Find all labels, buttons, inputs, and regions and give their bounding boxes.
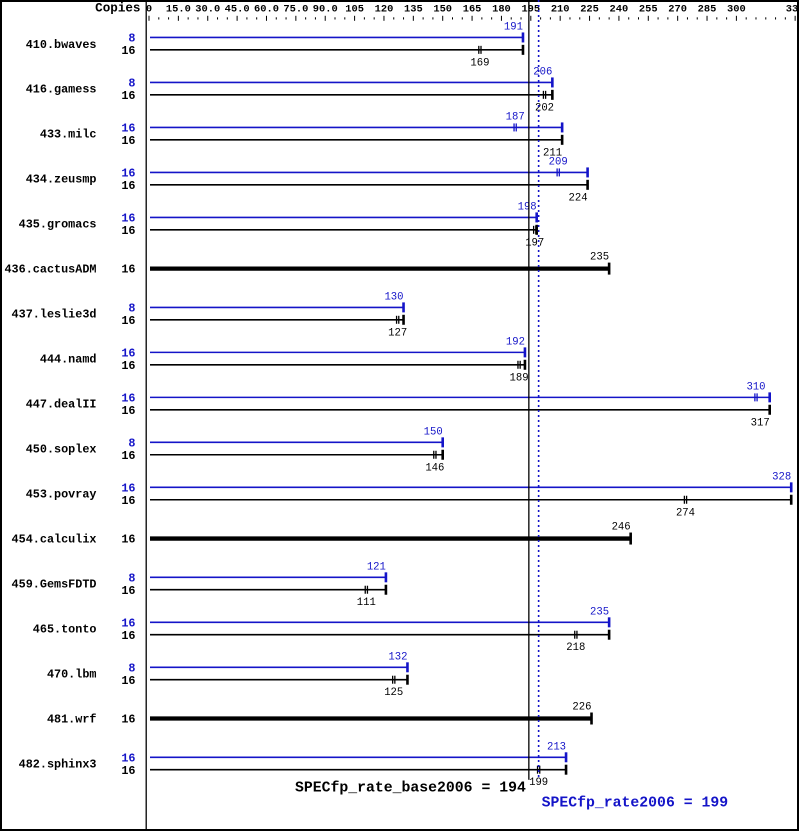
svg-text:447.dealII: 447.dealII [26, 398, 97, 412]
svg-text:189: 189 [510, 372, 529, 384]
svg-text:270: 270 [668, 3, 687, 15]
svg-text:206: 206 [533, 66, 552, 78]
svg-text:453.povray: 453.povray [26, 488, 97, 502]
svg-text:132: 132 [388, 651, 407, 663]
svg-text:225: 225 [580, 3, 599, 15]
svg-text:459.GemsFDTD: 459.GemsFDTD [12, 578, 97, 592]
svg-text:191: 191 [504, 21, 523, 33]
svg-text:16: 16 [121, 533, 135, 547]
svg-text:310: 310 [746, 381, 765, 393]
svg-text:120: 120 [375, 3, 394, 15]
svg-text:16: 16 [121, 44, 135, 58]
svg-text:165: 165 [463, 3, 482, 15]
svg-text:450.soplex: 450.soplex [26, 443, 97, 457]
svg-text:437.leslie3d: 437.leslie3d [12, 308, 97, 322]
svg-text:15.0: 15.0 [166, 3, 191, 15]
svg-text:111: 111 [357, 597, 376, 609]
svg-text:16: 16 [121, 584, 135, 598]
svg-text:16: 16 [121, 263, 135, 277]
svg-text:125: 125 [384, 687, 403, 699]
svg-text:127: 127 [388, 327, 407, 339]
svg-text:105: 105 [345, 3, 364, 15]
svg-text:317: 317 [751, 417, 770, 429]
svg-text:121: 121 [367, 561, 386, 573]
svg-text:482.sphinx3: 482.sphinx3 [19, 758, 97, 772]
svg-text:16: 16 [121, 89, 135, 103]
svg-text:330: 330 [786, 3, 799, 15]
svg-text:224: 224 [569, 192, 588, 204]
svg-text:146: 146 [425, 462, 444, 474]
svg-text:169: 169 [470, 57, 489, 69]
svg-text:187: 187 [506, 111, 525, 123]
svg-text:454.calculix: 454.calculix [12, 533, 97, 547]
svg-text:235: 235 [590, 606, 609, 618]
svg-text:226: 226 [572, 702, 591, 714]
svg-text:481.wrf: 481.wrf [47, 713, 97, 727]
svg-text:75.0: 75.0 [283, 3, 308, 15]
svg-text:135: 135 [404, 3, 423, 15]
svg-text:328: 328 [772, 471, 791, 483]
svg-text:285: 285 [698, 3, 717, 15]
svg-text:90.0: 90.0 [313, 3, 338, 15]
svg-text:246: 246 [612, 522, 631, 534]
svg-text:434.zeusmp: 434.zeusmp [26, 173, 97, 187]
svg-text:235: 235 [590, 252, 609, 264]
svg-text:470.lbm: 470.lbm [47, 668, 97, 682]
svg-text:240: 240 [610, 3, 629, 15]
svg-text:16: 16 [121, 674, 135, 688]
svg-text:198: 198 [518, 201, 537, 213]
svg-text:197: 197 [525, 237, 544, 249]
svg-text:16: 16 [121, 224, 135, 238]
svg-text:213: 213 [547, 741, 566, 753]
svg-text:16: 16 [121, 314, 135, 328]
svg-text:60.0: 60.0 [254, 3, 279, 15]
svg-text:16: 16 [121, 494, 135, 508]
svg-text:16: 16 [121, 404, 135, 418]
svg-text:210: 210 [551, 3, 570, 15]
svg-text:300: 300 [727, 3, 746, 15]
svg-text:410.bwaves: 410.bwaves [26, 38, 97, 52]
svg-text:436.cactusADM: 436.cactusADM [4, 263, 96, 277]
svg-text:16: 16 [121, 764, 135, 778]
svg-text:Copies: Copies [95, 1, 140, 15]
svg-text:435.gromacs: 435.gromacs [19, 218, 97, 232]
svg-text:16: 16 [121, 629, 135, 643]
svg-text:180: 180 [492, 3, 511, 15]
svg-text:199: 199 [529, 777, 548, 789]
svg-text:274: 274 [676, 507, 695, 519]
svg-text:209: 209 [549, 156, 568, 168]
svg-text:16: 16 [121, 449, 135, 463]
svg-text:16: 16 [121, 134, 135, 148]
svg-text:150: 150 [424, 426, 443, 438]
svg-text:130: 130 [384, 291, 403, 303]
svg-text:150: 150 [433, 3, 452, 15]
svg-text:195: 195 [521, 3, 540, 15]
svg-text:16: 16 [121, 359, 135, 373]
svg-text:433.milc: 433.milc [40, 128, 97, 142]
svg-text:255: 255 [639, 3, 658, 15]
svg-text:SPECfp_rate2006 = 199: SPECfp_rate2006 = 199 [542, 796, 728, 812]
svg-text:416.gamess: 416.gamess [26, 83, 97, 97]
svg-text:218: 218 [566, 642, 585, 654]
svg-text:SPECfp_rate_base2006 = 194: SPECfp_rate_base2006 = 194 [295, 781, 526, 797]
svg-text:192: 192 [506, 336, 525, 348]
svg-text:30.0: 30.0 [195, 3, 220, 15]
svg-text:202: 202 [535, 102, 554, 114]
svg-text:16: 16 [121, 179, 135, 193]
svg-text:444.namd: 444.namd [40, 353, 97, 367]
svg-text:465.tonto: 465.tonto [33, 623, 97, 637]
svg-text:16: 16 [121, 713, 135, 727]
svg-text:45.0: 45.0 [225, 3, 250, 15]
